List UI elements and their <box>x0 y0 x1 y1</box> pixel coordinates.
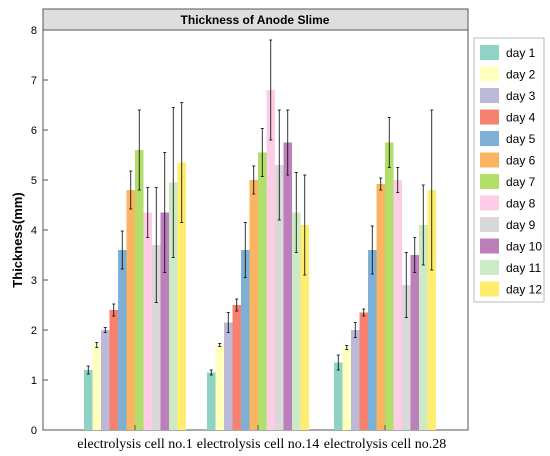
bar <box>241 250 250 430</box>
legend-swatch <box>480 66 499 82</box>
y-tick-label: 1 <box>31 375 37 387</box>
legend-swatch <box>480 45 499 60</box>
bar <box>266 90 275 430</box>
bar <box>126 190 135 430</box>
x-category-label: electrolysis cell no.14 <box>197 437 319 452</box>
legend-swatch <box>480 174 499 189</box>
bar <box>92 345 101 430</box>
bar <box>385 142 394 430</box>
legend-label: day 7 <box>506 175 536 189</box>
bar <box>232 305 241 430</box>
y-tick-label: 3 <box>31 275 37 287</box>
bar <box>101 330 110 430</box>
bar <box>207 372 216 430</box>
legend-label: day 9 <box>506 218 536 232</box>
bar <box>249 180 258 430</box>
bar <box>376 184 385 430</box>
legend-box <box>473 37 545 303</box>
bar <box>215 345 224 430</box>
y-tick-label: 8 <box>31 25 37 37</box>
bar <box>177 162 186 430</box>
legend-label: day 11 <box>506 261 541 275</box>
bar <box>393 180 402 430</box>
bar <box>368 250 377 430</box>
legend-swatch <box>480 88 499 103</box>
legend-label: day 8 <box>506 197 536 211</box>
x-axis: electrolysis cell no.1 electrolysis cell … <box>77 425 446 452</box>
legend-label: day 5 <box>506 132 536 146</box>
legend-swatch <box>480 238 499 254</box>
x-category-label: electrolysis cell no.28 <box>324 437 446 452</box>
bar <box>342 347 351 430</box>
legend-swatch <box>480 260 499 275</box>
bar <box>402 285 411 430</box>
legend-label: day 4 <box>506 111 536 125</box>
legend-label: day 3 <box>506 89 536 103</box>
legend-label: day 6 <box>506 154 536 168</box>
legend-swatch <box>480 217 499 232</box>
legend-swatch <box>480 281 499 297</box>
y-tick-label: 2 <box>31 325 37 337</box>
bar <box>334 362 343 430</box>
legend-label: day 2 <box>506 68 536 82</box>
y-tick-label: 5 <box>31 175 37 187</box>
y-axis: 0 1 2 3 4 5 6 7 8 <box>31 25 48 437</box>
bar <box>258 152 267 430</box>
bar <box>427 190 436 430</box>
bar <box>152 245 161 430</box>
legend-label: day 1 <box>506 46 536 60</box>
bar <box>118 250 127 430</box>
y-tick-label: 4 <box>31 225 37 237</box>
bar <box>292 212 301 430</box>
legend-swatch <box>480 152 499 168</box>
legend-swatch <box>480 109 499 125</box>
x-category-label: electrolysis cell no.1 <box>77 437 192 452</box>
legend-label: day 12 <box>506 283 542 297</box>
chart-title: Thickness of Anode Slime <box>181 13 330 27</box>
bar <box>351 330 360 430</box>
y-tick-label: 0 <box>31 425 37 437</box>
legend-swatch <box>480 131 499 146</box>
bar <box>283 142 292 430</box>
bar <box>359 312 368 430</box>
bar <box>169 182 178 430</box>
bar <box>84 370 93 430</box>
legend-label: day 10 <box>506 240 542 254</box>
bar <box>419 225 428 430</box>
y-tick-label: 7 <box>31 75 37 87</box>
bar <box>300 225 309 430</box>
legend: day 1 day 2 day 3 day 4 day 5 day 6 day 7 day 8… <box>480 45 542 297</box>
legend-swatch <box>480 195 499 211</box>
y-axis-label: Thickness(mm) <box>10 192 25 287</box>
bar <box>275 165 284 430</box>
bar <box>224 322 233 430</box>
bar <box>410 255 419 430</box>
bar <box>143 212 152 430</box>
bar <box>109 310 118 430</box>
bar-series-group <box>84 39 436 430</box>
bar <box>160 212 169 430</box>
bar <box>135 150 144 430</box>
y-tick-label: 6 <box>31 125 37 137</box>
